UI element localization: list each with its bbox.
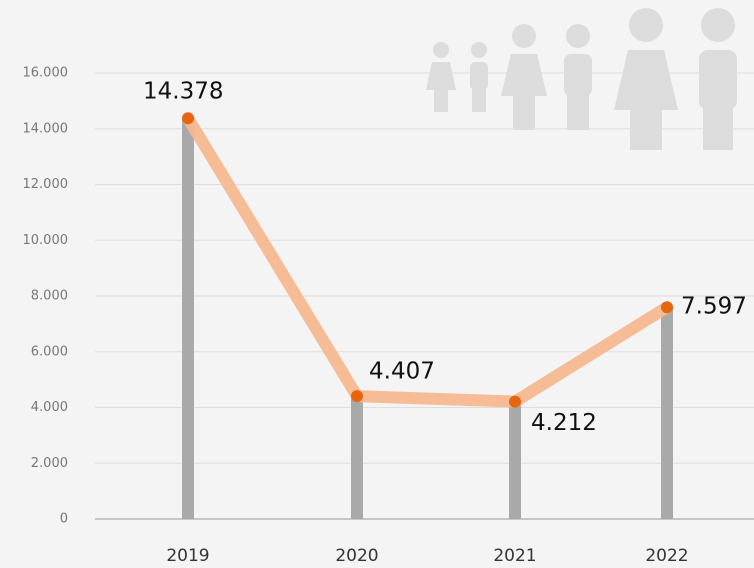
- x-tick-label: 2020: [335, 546, 378, 566]
- y-tick-label: 4.000: [31, 400, 68, 415]
- y-tick-label: 10.000: [23, 233, 69, 248]
- value-label: 14.378: [143, 79, 223, 105]
- y-tick-label: 16.000: [23, 66, 69, 81]
- x-tick-label: 2019: [166, 546, 209, 566]
- bar: [351, 396, 363, 519]
- value-label: 4.407: [369, 359, 435, 385]
- point: [351, 390, 363, 403]
- point: [661, 301, 673, 314]
- y-tick-label: 12.000: [23, 177, 69, 192]
- y-tick-label: 8.000: [31, 289, 68, 304]
- x-tick-label: 2022: [645, 546, 688, 566]
- bar: [661, 307, 673, 519]
- value-label: 4.212: [531, 410, 597, 436]
- y-tick-label: 0: [60, 512, 68, 527]
- x-tick-label: 2021: [493, 546, 536, 566]
- y-tick-label: 14.000: [23, 121, 69, 136]
- point: [182, 112, 194, 125]
- y-tick-label: 2.000: [31, 456, 68, 471]
- bar: [182, 118, 194, 519]
- line: [182, 115, 671, 408]
- value-label: 7.597: [681, 294, 747, 320]
- y-tick-label: 6.000: [31, 344, 68, 359]
- bar: [509, 401, 521, 519]
- point: [509, 395, 521, 408]
